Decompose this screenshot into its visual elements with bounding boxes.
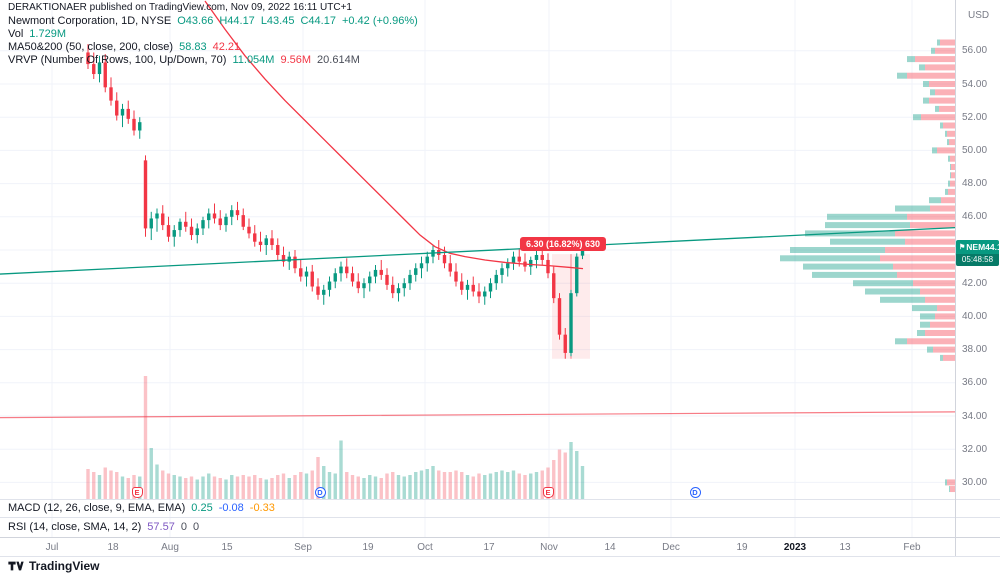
time-axis-label: Nov (540, 542, 558, 553)
macd-hist-value: 0.25 (191, 502, 213, 514)
price-range-measure-label[interactable]: 6.30 (16.82%) 630 (519, 237, 607, 251)
time-axis-label: Aug (161, 542, 179, 553)
ma200-value: 42.21 (212, 41, 241, 53)
vrvp-label: VRVP (Number Of Rows, 100, Up/Down, 70) (8, 54, 227, 66)
time-axis-label: 13 (839, 542, 851, 553)
time-axis-label: 19 (362, 542, 374, 553)
time-axis-label: 2023 (783, 542, 807, 553)
time-axis-label: Dec (662, 542, 680, 553)
grid-lines (0, 0, 955, 537)
time-axis[interactable]: Jul 18 Aug 15 Sep 19 Oct 17 Nov 14 Dec 19 2023 13 Feb (0, 539, 956, 556)
ma-curve (204, 0, 584, 270)
price-axis-label: 30.00 (962, 476, 988, 488)
bottom-toolbar: TradingView (0, 556, 1000, 575)
dividend-marker-icon[interactable]: D (689, 487, 701, 498)
quote-low: L43.45 (260, 15, 295, 27)
time-axis-label: 14 (604, 542, 616, 553)
volume-legend-row[interactable]: Vol 1.729M (8, 28, 418, 41)
time-axis-label: Jul (45, 542, 59, 553)
ma-legend-row[interactable]: MA50&200 (50, close, 200, close) 58.83 4… (8, 41, 418, 54)
ma-label: MA50&200 (50, close, 200, close) (8, 41, 174, 53)
quote-close: C44.17 (300, 15, 336, 27)
price-tag-symbol: NEM (966, 242, 986, 252)
time-axis-label: Feb (903, 542, 921, 553)
tradingview-wordmark[interactable]: TradingView (29, 559, 100, 573)
price-axis-label: 54.00 (962, 78, 988, 90)
quote-open: O43.66 (177, 15, 214, 27)
publish-text: DERAKTIONAER published on TradingView.co… (8, 2, 352, 13)
macd-line-value: -0.08 (218, 502, 244, 514)
macd-pane-legend[interactable]: MACD (12, 26, close, 9, EMA, EMA) 0.25 -… (8, 502, 275, 514)
main-legend: Newmont Corporation, 1D, NYSE O43.66 H44… (8, 15, 418, 67)
price-axis-label: 36.00 (962, 377, 988, 389)
price-axis-label: 38.00 (962, 344, 988, 356)
last-price-tag: ⚑ NEM 44.17 05:48:58 (956, 240, 999, 266)
price-axis-label: 40.00 (962, 310, 988, 322)
price-axis-label: 48.00 (962, 178, 988, 190)
support-line[interactable] (0, 411, 956, 419)
candlestick-series (86, 44, 585, 359)
quote-change: +0.42 (+0.96%) (341, 15, 418, 27)
earnings-marker-icon[interactable]: E (542, 487, 554, 498)
ma50-value: 58.83 (179, 41, 207, 53)
price-axis-label: 42.00 (962, 277, 988, 289)
bar-countdown: 05:48:58 (956, 254, 999, 266)
trendline[interactable] (0, 226, 956, 275)
vrvp-down-value: 9.56M (280, 54, 312, 66)
time-axis-label: Oct (417, 542, 433, 553)
time-axis-label: Sep (294, 542, 312, 553)
rsi-value: 57.57 (147, 521, 175, 533)
price-axis-label: 32.00 (962, 443, 988, 455)
rsi-band-1: 0 (180, 521, 187, 533)
macd-label: MACD (12, 26, close, 9, EMA, EMA) (8, 502, 186, 514)
time-axis-label: 19 (736, 542, 748, 553)
price-axis-label: 46.00 (962, 211, 988, 223)
dividend-marker-icon[interactable]: D (314, 487, 326, 498)
vrvp-total-value: 20.614M (317, 54, 360, 66)
price-axis-label: 50.00 (962, 144, 988, 156)
symbol-legend-row[interactable]: Newmont Corporation, 1D, NYSE O43.66 H44… (8, 15, 418, 28)
volume-bars (86, 376, 585, 499)
price-tag-price: 44.17 (985, 242, 999, 252)
symbol-title: Newmont Corporation, 1D, NYSE (8, 15, 172, 27)
earnings-marker-icon[interactable]: E (131, 487, 143, 498)
time-axis-label: 15 (221, 542, 233, 553)
rsi-pane-legend[interactable]: RSI (14, close, SMA, 14, 2) 57.57 0 0 (8, 521, 199, 533)
volume-value: 1.729M (29, 28, 66, 40)
volume-profile (780, 39, 955, 493)
time-axis-label: 17 (483, 542, 495, 553)
price-axis-label: 56.00 (962, 45, 988, 57)
price-axis[interactable]: USD 56.0054.0052.0050.0048.0046.0044.004… (956, 0, 1000, 537)
rsi-band-2: 0 (192, 521, 200, 533)
pane-separators (0, 0, 1000, 556)
price-axis-label: 52.00 (962, 111, 988, 123)
flag-icon[interactable]: ⚑ (959, 244, 966, 251)
volume-label: Vol (8, 28, 24, 40)
vrvp-legend-row[interactable]: VRVP (Number Of Rows, 100, Up/Down, 70) … (8, 54, 418, 67)
tradingview-logo-icon[interactable] (8, 560, 24, 572)
rsi-label: RSI (14, close, SMA, 14, 2) (8, 521, 142, 533)
publish-bar: DERAKTIONAER published on TradingView.co… (8, 2, 352, 13)
time-axis-label: 18 (107, 542, 119, 553)
macd-signal-value: -0.33 (249, 502, 275, 514)
price-axis-label: 34.00 (962, 410, 988, 422)
currency-label: USD (968, 10, 990, 21)
vrvp-up-value: 11.054M (232, 54, 275, 66)
quote-high: H44.17 (219, 15, 255, 27)
